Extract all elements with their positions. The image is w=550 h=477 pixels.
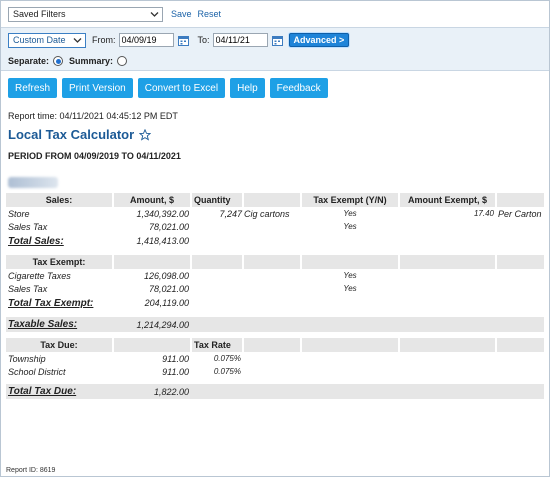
total-value: 1,418,413.00	[136, 236, 189, 246]
print-version-button[interactable]: Print Version	[62, 78, 133, 98]
feedback-button[interactable]: Feedback	[269, 78, 328, 98]
column-header: Tax Exempt:	[6, 255, 114, 269]
table-row: Township 911.00 0.075%	[6, 352, 544, 365]
row-amount: 126,098.00	[143, 270, 189, 281]
report-id: Report ID: 8619	[6, 467, 56, 474]
to-date-input[interactable]	[212, 33, 268, 47]
row-name: Sales Tax	[8, 283, 48, 294]
total-label: Total Sales:	[8, 235, 64, 247]
table-row: Store 1,340,392.00 7,247 Cig cartons Yes…	[6, 207, 544, 220]
help-button[interactable]: Help	[230, 78, 265, 98]
table-row: Sales Tax 78,021.00 Yes	[6, 220, 544, 233]
taxable-value: 1,214,294.00	[113, 317, 191, 332]
report-title-text: Local Tax Calculator	[8, 127, 135, 142]
table-row: Sales Tax 78,021.00 Yes	[6, 282, 544, 295]
summary-radio[interactable]	[117, 56, 128, 66]
convert-excel-button[interactable]: Convert to Excel	[137, 78, 226, 98]
total-sales-row: Total Sales: 1,418,413.00	[6, 233, 544, 249]
date-range-select[interactable]: Custom Date	[8, 32, 86, 48]
row-exempt: Yes	[343, 271, 357, 280]
column-header: Sales:	[6, 193, 114, 207]
row-amount: 78,021.00	[148, 221, 189, 232]
taxable-sales-row: Taxable Sales: 1,214,294.00	[6, 317, 544, 332]
reset-filter-link[interactable]: Reset	[197, 9, 222, 19]
column-header: Tax Exempt (Y/N)	[301, 193, 400, 207]
row-name: Cigarette Taxes	[8, 270, 71, 281]
report-time: Report time: 04/11/2021 04:45:12 PM EDT	[8, 111, 178, 121]
column-header: Quantity	[191, 193, 244, 207]
column-header: Amount, $	[113, 193, 192, 207]
chevron-down-icon	[73, 37, 82, 43]
row-exempt: Yes	[343, 209, 357, 218]
row-name: School District	[8, 366, 66, 377]
blurred-location-name	[8, 177, 58, 188]
total-label: Total Tax Due:	[6, 384, 113, 399]
row-name: Township	[8, 353, 46, 364]
report-period: PERIOD FROM 04/09/2019 TO 04/11/2021	[8, 151, 181, 161]
row-per-unit: Per Carton	[498, 208, 542, 219]
column-header: Amount Exempt, $	[399, 193, 497, 207]
refresh-button[interactable]: Refresh	[8, 78, 58, 98]
total-label: Total Tax Exempt:	[8, 297, 94, 309]
row-amount-exempt: 17.40	[473, 209, 494, 218]
calendar-icon[interactable]	[177, 35, 189, 46]
from-date-input[interactable]	[118, 33, 174, 47]
column-header: Tax Rate	[191, 338, 244, 352]
separate-label: Separate:	[8, 56, 50, 66]
row-name: Store	[8, 208, 30, 219]
table-row: School District 911.00 0.075%	[6, 365, 544, 378]
row-amount: 1,340,392.00	[136, 208, 189, 219]
row-exempt: Yes	[343, 284, 357, 293]
calendar-icon[interactable]	[271, 35, 283, 46]
separate-radio[interactable]	[53, 56, 64, 66]
row-name: Sales Tax	[8, 221, 48, 232]
row-unit: Cig cartons	[244, 208, 290, 219]
total-tax-due-row: Total Tax Due: 1,822.00	[6, 384, 544, 399]
tax-report-table: Sales: Amount, $ Quantity Tax Exempt (Y/…	[6, 193, 544, 399]
total-value: 1,822.00	[113, 384, 191, 399]
date-range-value: Custom Date	[13, 35, 66, 45]
total-value: 204,119.00	[144, 298, 189, 308]
save-filter-link[interactable]: Save	[171, 9, 192, 19]
sales-header-row: Sales: Amount, $ Quantity Tax Exempt (Y/…	[6, 193, 544, 207]
page-title: Local Tax Calculator	[8, 127, 549, 142]
saved-filters-value: Saved Filters	[13, 9, 66, 19]
tax-exempt-header-row: Tax Exempt:	[6, 255, 544, 269]
saved-filters-bar: Saved Filters Save Reset	[1, 1, 549, 28]
row-quantity: 7,247	[219, 208, 242, 219]
from-label: From:	[92, 35, 116, 45]
advanced-button[interactable]: Advanced >	[288, 33, 350, 47]
date-options-bar: Custom Date From: To: Advanced > Separat…	[1, 28, 549, 71]
column-header	[243, 193, 302, 207]
chevron-down-icon	[150, 11, 159, 17]
total-tax-exempt-row: Total Tax Exempt: 204,119.00	[6, 295, 544, 311]
column-header	[496, 193, 544, 207]
column-header: Tax Due:	[6, 338, 114, 352]
tax-due-header-row: Tax Due: Tax Rate	[6, 338, 544, 352]
table-row: Cigarette Taxes 126,098.00 Yes	[6, 269, 544, 282]
row-rate: 0.075%	[213, 367, 241, 376]
to-label: To:	[197, 35, 210, 45]
summary-label: Summary:	[69, 56, 114, 66]
report-toolbar: Refresh Print Version Convert to Excel H…	[1, 71, 549, 104]
row-amount: 911.00	[162, 366, 189, 377]
row-amount: 911.00	[162, 353, 189, 364]
star-icon[interactable]	[139, 128, 152, 141]
saved-filters-select[interactable]: Saved Filters	[8, 6, 163, 22]
row-rate: 0.075%	[213, 354, 241, 363]
taxable-label: Taxable Sales:	[6, 317, 113, 332]
row-amount: 78,021.00	[148, 283, 189, 294]
row-exempt: Yes	[343, 222, 357, 231]
